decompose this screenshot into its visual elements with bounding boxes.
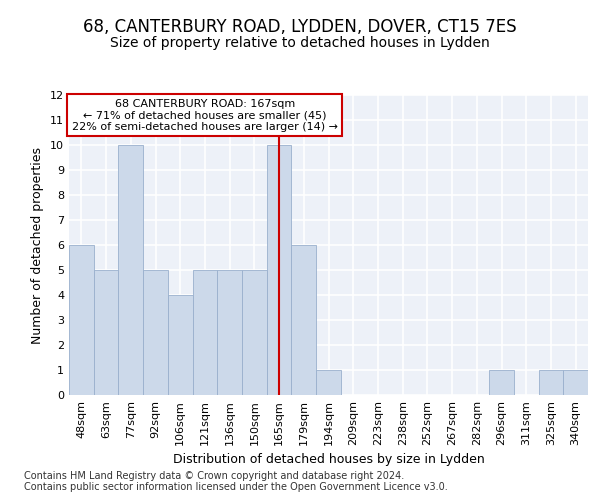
Bar [539,370,563,395]
Text: 68 CANTERBURY ROAD: 167sqm
← 71% of detached houses are smaller (45)
22% of semi: 68 CANTERBURY ROAD: 167sqm ← 71% of deta… [72,99,338,132]
Text: Contains public sector information licensed under the Open Government Licence v3: Contains public sector information licen… [24,482,448,492]
Bar [292,245,316,395]
Bar [94,270,118,395]
Bar [489,370,514,395]
Text: Size of property relative to detached houses in Lydden: Size of property relative to detached ho… [110,36,490,50]
Text: 68, CANTERBURY ROAD, LYDDEN, DOVER, CT15 7ES: 68, CANTERBURY ROAD, LYDDEN, DOVER, CT15… [83,18,517,36]
Y-axis label: Number of detached properties: Number of detached properties [31,146,44,344]
Bar [316,370,341,395]
Bar [242,270,267,395]
Bar [563,370,588,395]
X-axis label: Distribution of detached houses by size in Lydden: Distribution of detached houses by size … [173,454,484,466]
Bar [217,270,242,395]
Bar [143,270,168,395]
Bar [118,145,143,395]
Bar [69,245,94,395]
Text: Contains HM Land Registry data © Crown copyright and database right 2024.: Contains HM Land Registry data © Crown c… [24,471,404,481]
Bar [168,295,193,395]
Bar [267,145,292,395]
Bar [193,270,217,395]
